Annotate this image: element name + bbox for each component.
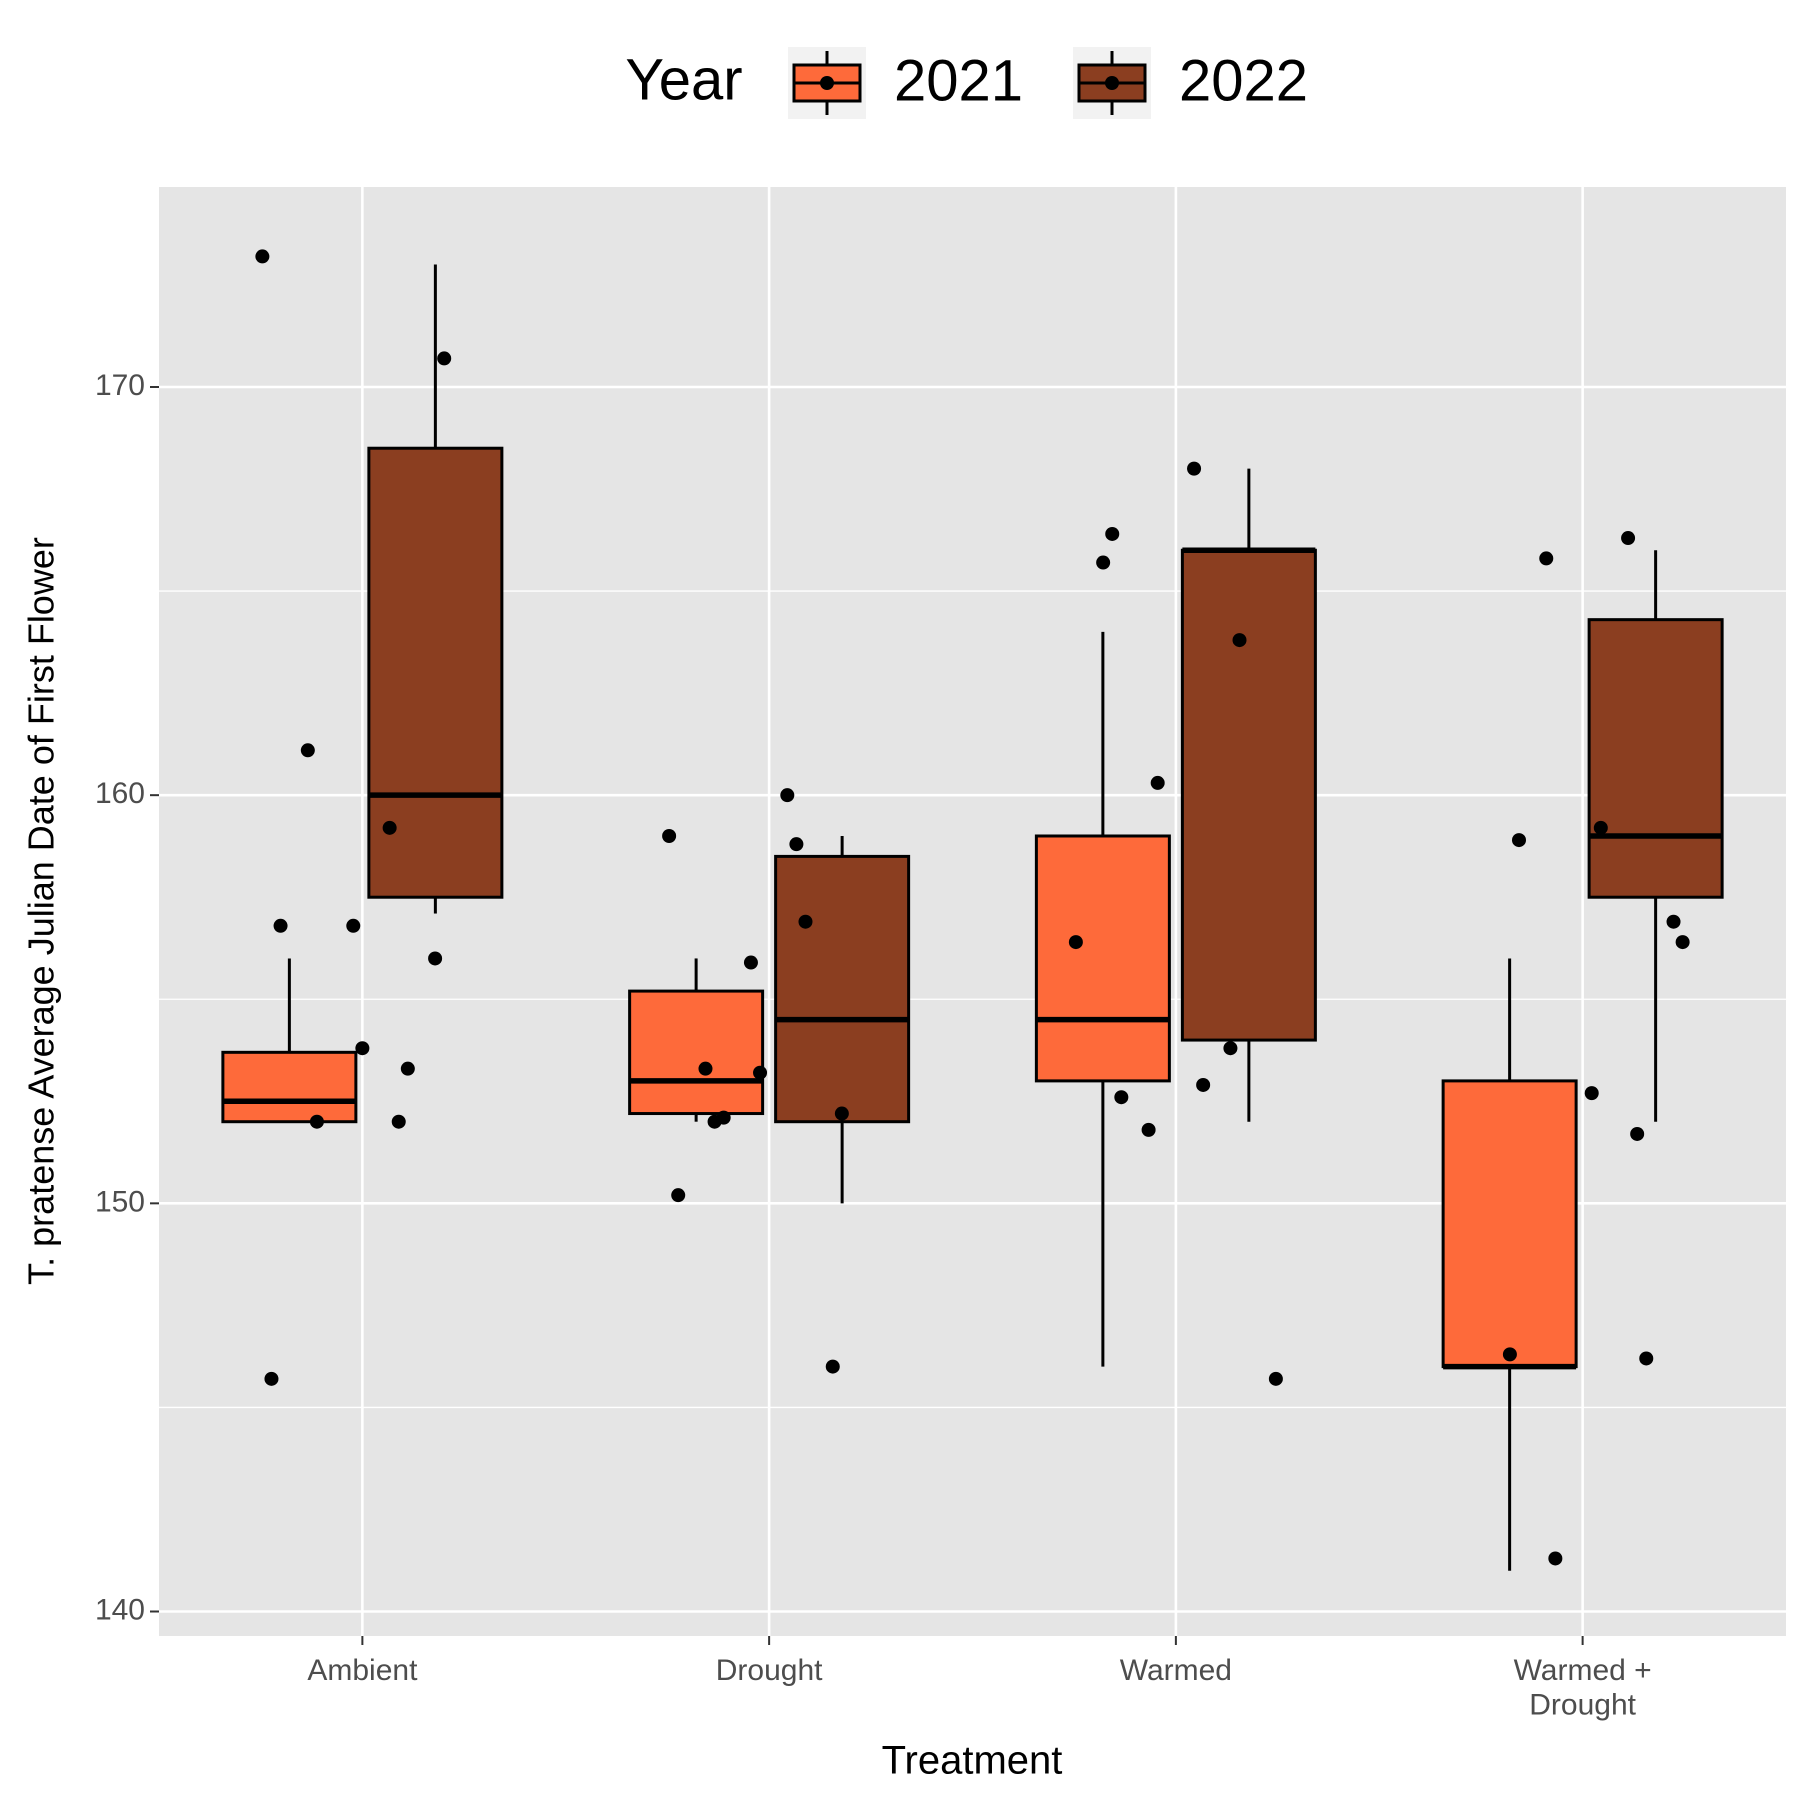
point (273, 918, 288, 933)
point (716, 1110, 731, 1125)
point (1105, 526, 1120, 541)
point (382, 820, 397, 835)
point (1232, 633, 1247, 648)
box (1441, 1079, 1578, 1369)
box (1180, 548, 1317, 1042)
point (1621, 531, 1636, 546)
legend-key-point (1105, 76, 1119, 90)
x-tick-label: Warmed + Drought (1514, 1654, 1652, 1722)
point (355, 1041, 370, 1056)
point (1187, 461, 1202, 476)
point (255, 249, 270, 264)
point (1268, 1371, 1283, 1386)
point (1584, 1086, 1599, 1101)
point (1593, 820, 1608, 835)
box (1034, 834, 1171, 1083)
point (662, 828, 677, 843)
x-tick-label: Warmed (1120, 1654, 1232, 1687)
point (346, 918, 361, 933)
point (1630, 1126, 1645, 1141)
y-tick-label: 140 (95, 1593, 145, 1626)
point (753, 1065, 768, 1080)
y-tick-label: 160 (95, 777, 145, 810)
legend-key-point (820, 76, 834, 90)
point (1068, 935, 1083, 950)
point (1675, 935, 1690, 950)
point (437, 351, 452, 366)
box (774, 854, 911, 1124)
point (1096, 555, 1111, 570)
legend-label: 2021 (894, 48, 1023, 113)
point (400, 1061, 415, 1076)
point (798, 914, 813, 929)
point (1223, 1041, 1238, 1056)
point (391, 1114, 406, 1129)
point (1666, 914, 1681, 929)
point (264, 1371, 279, 1386)
point (698, 1061, 713, 1076)
point (1639, 1351, 1654, 1366)
x-tick-label: Ambient (307, 1654, 418, 1687)
box (221, 1050, 358, 1124)
point (1114, 1090, 1129, 1105)
point (1539, 551, 1554, 566)
point (780, 788, 795, 803)
y-tick-label: 170 (95, 369, 145, 402)
point (1196, 1077, 1211, 1092)
point (671, 1188, 686, 1203)
point (1150, 775, 1165, 790)
point (825, 1359, 840, 1374)
legend-label: 2022 (1179, 48, 1308, 113)
point (834, 1106, 849, 1121)
point (309, 1114, 324, 1129)
x-tick-label: Drought (716, 1654, 823, 1687)
point (1511, 833, 1526, 848)
point (1141, 1122, 1156, 1137)
box (628, 989, 765, 1116)
box (1587, 618, 1724, 899)
point (1548, 1551, 1563, 1566)
x-axis-title: Treatment (882, 1739, 1063, 1783)
point (743, 955, 758, 970)
point (1502, 1347, 1517, 1362)
point (300, 743, 315, 758)
y-tick-label: 150 (95, 1185, 145, 1218)
legend-title: Year (625, 47, 742, 112)
point (789, 837, 804, 852)
point (428, 951, 443, 966)
panel (159, 187, 1786, 1636)
y-axis-title: T. pratense Average Julian Date of First… (21, 537, 62, 1285)
